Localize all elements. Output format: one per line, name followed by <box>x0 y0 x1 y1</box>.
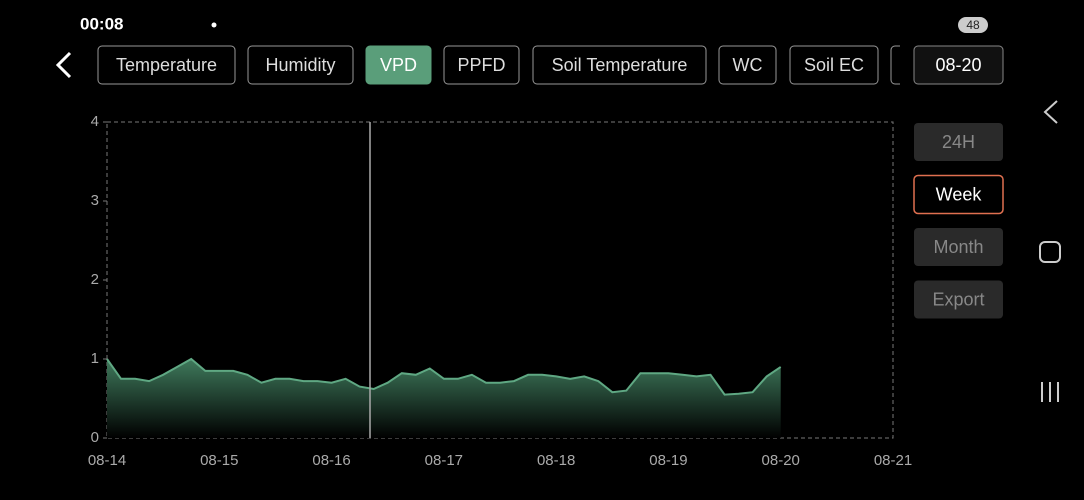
nav-home[interactable] <box>1039 241 1061 263</box>
back-button[interactable] <box>55 51 72 79</box>
x-tick-label: 08-14 <box>88 452 126 469</box>
y-tick-label: 1 <box>91 350 99 367</box>
x-tick-label: 08-17 <box>425 452 463 469</box>
range-label: 24H <box>942 132 975 152</box>
tab[interactable] <box>532 45 707 85</box>
nav-recents[interactable] <box>1041 382 1059 402</box>
tab-label: VPD <box>380 55 417 75</box>
x-tick-label: 08-21 <box>874 452 912 469</box>
battery-level: 48 <box>966 18 980 32</box>
area-line <box>106 357 782 396</box>
date-label: 08-20 <box>935 55 981 75</box>
x-tick-label: 08-18 <box>537 452 575 469</box>
tab[interactable] <box>718 45 777 85</box>
x-tick-label: 08-15 <box>200 452 238 469</box>
tab[interactable] <box>443 45 520 85</box>
nav-back[interactable] <box>1043 100 1058 124</box>
range-button[interactable] <box>913 174 1004 215</box>
date-button[interactable] <box>913 45 1004 85</box>
tab-bar: Temperature Humidity VPD PPFD Soil Temperatu… <box>97 45 931 85</box>
tab[interactable] <box>247 45 354 85</box>
tab[interactable] <box>97 45 236 85</box>
x-tick-label: 08-19 <box>649 452 687 469</box>
tab-label: Soil Temperature <box>552 55 688 75</box>
x-tick-label: 08-20 <box>762 452 800 469</box>
range-button[interactable] <box>914 280 1003 319</box>
tab[interactable] <box>365 45 432 85</box>
range-label: Export <box>932 289 984 309</box>
x-tick-label: 08-16 <box>312 452 350 469</box>
y-tick-label: 0 <box>91 429 99 446</box>
tab[interactable] <box>789 45 879 85</box>
y-tick-label: 3 <box>91 192 99 209</box>
tab-partial[interactable] <box>890 45 931 85</box>
status-time: 00:08 <box>80 14 123 33</box>
range-label: Week <box>936 184 983 204</box>
y-tick-label: 2 <box>91 271 99 288</box>
tab-label: Temperature <box>116 55 217 75</box>
range-button[interactable] <box>914 228 1003 266</box>
area-fill <box>107 359 781 438</box>
tab-label: Soil EC <box>804 55 864 75</box>
range-buttons: 24H Week Month Export <box>913 123 1004 319</box>
battery <box>958 17 988 33</box>
status-dot <box>211 22 217 28</box>
tab-label: PPFD <box>457 55 505 75</box>
tab-label: WC <box>733 55 763 75</box>
tab-label: Humidity <box>265 55 335 75</box>
y-tick-label: 4 <box>91 113 99 130</box>
range-label: Month <box>933 237 983 257</box>
chart: 0 1 2 3 4 08-14 08-15 08-16 08-17 08-18 08-19 08-20… <box>88 113 912 469</box>
range-button[interactable] <box>914 123 1003 161</box>
